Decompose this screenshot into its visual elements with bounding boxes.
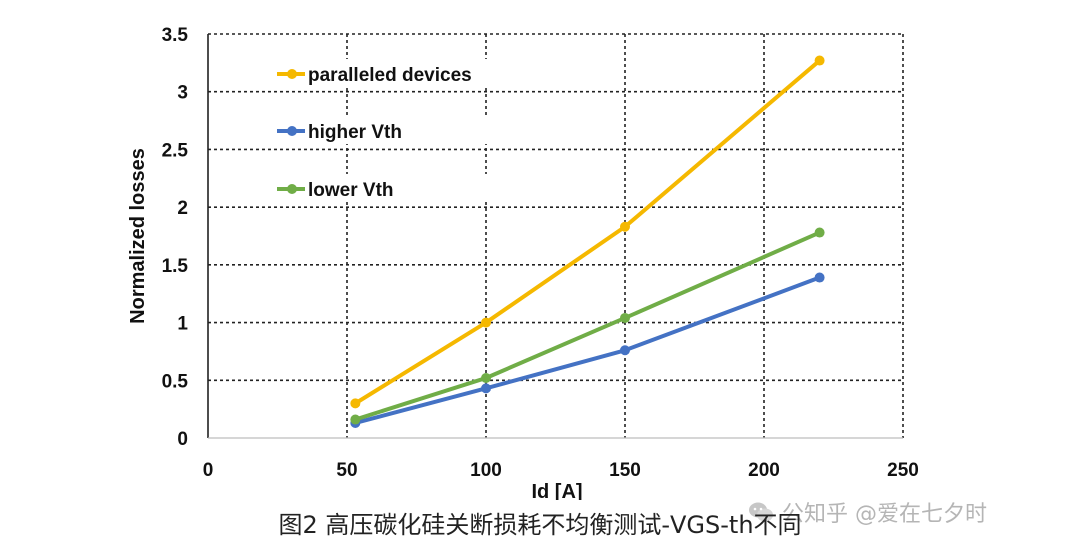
data-point xyxy=(814,55,825,66)
data-point xyxy=(481,372,491,383)
y-tick-label: 1 xyxy=(177,314,188,335)
legend-marker xyxy=(287,126,297,136)
data-point xyxy=(350,398,361,409)
data-point xyxy=(814,227,825,238)
x-axis-title: Id [A] xyxy=(531,481,582,500)
y-tick-label: 3.5 xyxy=(162,25,189,46)
legend-label: paralleled devices xyxy=(308,65,472,86)
legend-label-bg xyxy=(305,174,523,202)
legend-marker xyxy=(287,69,297,79)
legend-marker xyxy=(287,184,297,194)
x-tick-label: 50 xyxy=(336,460,357,481)
x-tick-label: 200 xyxy=(748,460,780,481)
x-tick-label: 150 xyxy=(609,460,641,481)
series-lines xyxy=(350,55,825,428)
series-line-2 xyxy=(353,230,822,422)
wechat-icon xyxy=(749,502,773,522)
x-tick-label: 250 xyxy=(887,460,919,481)
x-tick-label: 0 xyxy=(203,460,214,481)
data-point xyxy=(620,345,630,356)
y-axis-title: Normalized losses xyxy=(127,148,149,324)
legend: paralleled devices higher Vth lower Vth xyxy=(277,59,523,202)
legend-label-bg xyxy=(305,116,523,144)
watermark-text: 公知乎 @爱在七夕时 xyxy=(782,502,987,527)
grid-lines xyxy=(208,33,904,438)
legend-label-bg xyxy=(305,59,523,87)
y-tick-label: 3 xyxy=(177,83,188,104)
y-tick-label: 2 xyxy=(177,198,188,219)
y-tick-label: 0.5 xyxy=(162,371,189,392)
data-point xyxy=(350,414,361,425)
watermark: 公知乎 @爱在七夕时 xyxy=(748,496,987,528)
data-point xyxy=(481,317,491,328)
series-line-1 xyxy=(353,275,822,425)
tick-labels: 0 0.5 1 1.5 2 2.5 3 3.5 0 50 100 150 200 250 xyxy=(162,25,919,481)
data-point xyxy=(620,312,630,323)
axes xyxy=(207,34,903,439)
legend-label: lower Vth xyxy=(308,180,394,201)
series-line-0 xyxy=(353,58,822,406)
figure-caption: 图2 高压碳化硅关断损耗不均衡测试-VGS-th不同 xyxy=(278,511,802,539)
data-point xyxy=(814,272,825,283)
y-tick-label: 2.5 xyxy=(162,140,189,161)
x-tick-label: 100 xyxy=(470,460,502,481)
y-tick-label: 1.5 xyxy=(162,256,189,277)
y-tick-label: 0 xyxy=(177,429,188,450)
legend-label: higher Vth xyxy=(308,122,402,143)
line-chart: 0 0.5 1 1.5 2 2.5 3 3.5 0 50 100 150 200 250 parallel… xyxy=(127,25,919,500)
data-point xyxy=(620,221,630,232)
data-point xyxy=(481,383,491,394)
